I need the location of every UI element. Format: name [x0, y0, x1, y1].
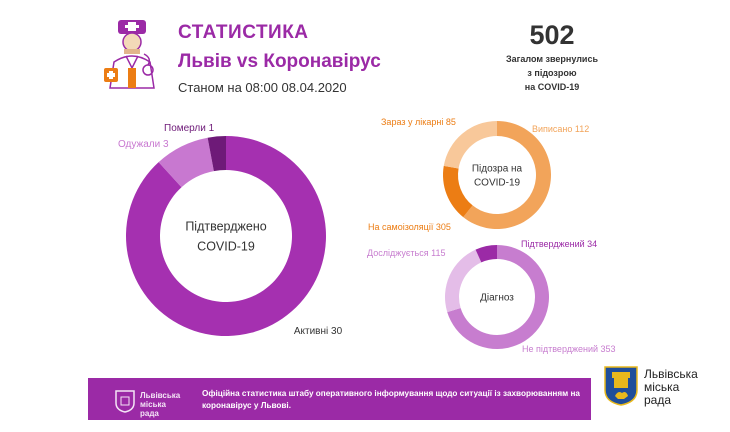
slice-label: Одужали 3	[118, 139, 169, 150]
slice-label: Зараз у лікарні 85	[381, 117, 456, 127]
total-caption-line: з підозрою	[527, 68, 577, 78]
slice-label: Не підтверджений 353	[522, 344, 616, 354]
city-name-line: міська	[644, 380, 680, 394]
donut-slice	[445, 249, 482, 313]
total-caption-line: на COVID-19	[524, 82, 580, 92]
slice-label: Підтверджений 34	[521, 239, 597, 249]
donut-center-label: COVID-19	[197, 239, 255, 253]
page-title: СТАТИСТИКА	[178, 22, 309, 43]
donut-slice	[475, 245, 497, 263]
footer-logo-line: Львівська	[140, 391, 181, 400]
donut-center-label: Підтверджено	[185, 219, 266, 233]
slice-label: Померли 1	[164, 123, 215, 134]
donut-slice	[125, 136, 326, 336]
donut-slice	[463, 121, 551, 229]
coat-of-arms-icon	[604, 366, 638, 406]
footer-logo-line: рада	[140, 409, 159, 418]
total-caption-line: Загалом звернулись	[505, 54, 599, 64]
footer-emblem-icon	[115, 390, 135, 413]
city-name-line: рада	[644, 393, 672, 407]
footer-logo-text: Львівська міська рада	[140, 391, 180, 418]
page-subtitle: Львів vs Коронавірус	[178, 51, 381, 72]
total-caption: Загалом звернулись з підозрою на COVID-1…	[490, 52, 614, 94]
date-line: Станом на 08:00 08.04.2020	[178, 80, 347, 95]
city-council-name: Львівська міська рада	[644, 368, 698, 407]
slice-label: Досліджується 115	[367, 248, 445, 258]
footer-text: Офіційна статистика штабу оперативного і…	[202, 389, 580, 410]
total-value: 502	[529, 20, 575, 50]
donut-center-label: COVID-19	[474, 178, 521, 189]
slice-label: Активні 30	[294, 326, 343, 337]
slice-label: На самоізоляції 305	[368, 222, 451, 232]
donut-slice	[207, 136, 226, 172]
donut-slice	[158, 137, 214, 188]
footer-logo-line: міська	[140, 400, 166, 409]
donut-center-label: Підозра на	[472, 164, 523, 175]
city-name-line: Львівська	[644, 367, 698, 381]
slice-label: Виписано 112	[532, 124, 589, 134]
donut-center-label: Діагноз	[480, 293, 514, 304]
footer-bar	[88, 378, 591, 420]
doctor-icon	[104, 20, 155, 89]
donut-slice	[443, 121, 497, 169]
donut-slice	[443, 165, 473, 218]
